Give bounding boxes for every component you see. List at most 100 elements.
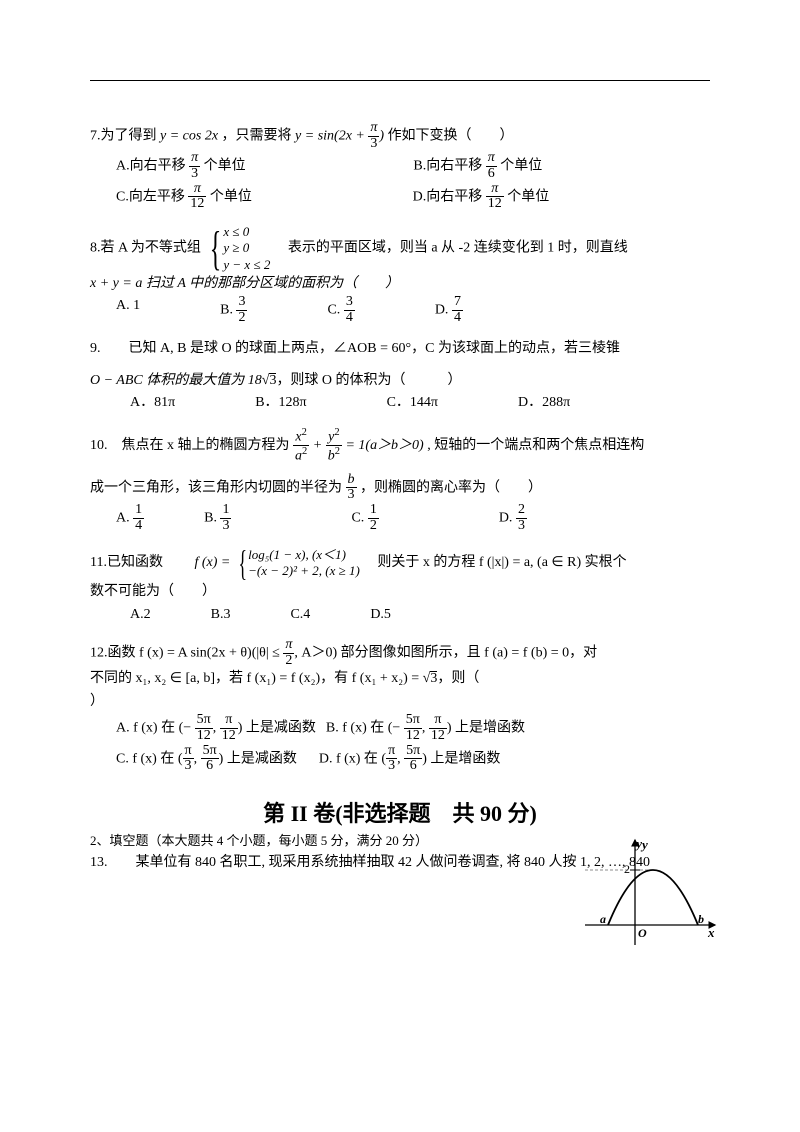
t: 则关于 x 的方程 f (|x|) = a, (a ∈ R) 实根个	[363, 555, 626, 570]
q8-line2: x + y = a x + y = a 扫过 A 中的那部分区域的面积为（ ）扫…	[90, 273, 710, 295]
q8-stem: 8.若 A 为不等式组 { x ≤ 0 y ≥ 0 y − x ≤ 2 表示的平…	[90, 224, 710, 273]
n: 5π	[195, 713, 213, 729]
sqrt: 3	[430, 671, 437, 686]
t: B.	[204, 510, 220, 525]
t: B.向右平移	[413, 159, 485, 174]
q12-D: D. f (x) 在 (π3, 5π6) 上是增函数	[319, 744, 501, 774]
d: 3	[516, 519, 527, 534]
t: , 短轴的一个端点和两个焦点相连构	[427, 438, 644, 453]
q10-D: D. 23	[499, 503, 527, 533]
d: 3	[220, 519, 231, 534]
question-11: 11.已知函数 f (x) = { log₅(1 − x), (x＜1) −(x…	[90, 545, 710, 626]
t: 8.若 A 为不等式组	[90, 241, 204, 256]
text: 作如下变换（ ）	[388, 128, 514, 143]
t: C.	[327, 303, 343, 318]
t: A. f (x) 在 (−	[116, 721, 195, 736]
q8-B: B. 32	[220, 295, 247, 325]
n: 1	[368, 503, 379, 519]
q7-D: D.向右平移 π12 个单位	[413, 182, 690, 212]
q9-D: D．288π	[518, 392, 570, 414]
lbl-x: x	[707, 925, 715, 940]
q9-B: B．128π	[255, 392, 306, 414]
t: A.	[116, 510, 133, 525]
text: ，只需要将	[222, 128, 296, 143]
d: 12	[404, 729, 422, 744]
eq: y = cos 2x	[160, 128, 218, 143]
q8-opts: A. 1 B. 32 C. 34 D. 74	[90, 295, 710, 325]
t: D.	[499, 510, 516, 525]
t: ) 上是增函数	[447, 721, 525, 736]
d: 2	[236, 311, 247, 326]
q7-B: B.向右平移 π6 个单位	[413, 151, 690, 181]
piecewise: { log₅(1 − x), (x＜1) −(x − 2)² + 2, (x ≥…	[234, 545, 360, 581]
q10-opts: A. 14 B. 13 C. 12 D. 23	[90, 503, 710, 533]
q11-B: B.3	[211, 604, 231, 626]
d: 12	[188, 197, 206, 212]
question-7: 7.为了得到 y = cos 2x ，只需要将 y = sin(2x + π3)…	[90, 121, 710, 212]
t: 个单位	[206, 189, 252, 204]
q10-A: A. 14	[116, 503, 144, 533]
question-10: 10. 焦点在 x 轴上的椭圆方程为 x2a2 + y2b2 = 1(a＞b＞0…	[90, 427, 710, 533]
t: 不同的 x₁, x₂ ∈ [a, b]，若 f (x₁) = f (x₂)，有 …	[90, 671, 423, 686]
t: ，则（	[437, 671, 493, 686]
t: 11.已知函数	[90, 555, 191, 570]
eq-pre: y = sin(2x +	[295, 128, 368, 143]
t: 个单位	[497, 159, 543, 174]
q7-C: C.向左平移 π12 个单位	[116, 182, 393, 212]
q12-graph: y y x 2 a b O	[580, 835, 720, 955]
num: π	[368, 121, 379, 137]
r2: y ≥ 0	[223, 240, 270, 256]
q8-C: C. 34	[327, 295, 354, 325]
q12-C: C. f (x) 在 (π3, 5π6) 上是减函数	[116, 744, 297, 774]
n: π	[183, 744, 194, 760]
den: 3	[368, 137, 379, 152]
q11-stem: 11.已知函数 f (x) = { log₅(1 − x), (x＜1) −(x…	[90, 545, 710, 581]
r2: −(x − 2)² + 2, (x ≥ 1)	[248, 563, 360, 579]
t: A.向右平移	[116, 159, 189, 174]
q11-A: A.2	[130, 604, 151, 626]
d: 12	[486, 197, 504, 212]
n: 5π	[404, 744, 422, 760]
q12-B: B. f (x) 在 (− 5π12, π12) 上是增函数	[326, 713, 525, 743]
t: 个单位	[504, 189, 550, 204]
question-8: 8.若 A 为不等式组 { x ≤ 0 y ≥ 0 y − x ≤ 2 表示的平…	[90, 224, 710, 326]
n: π	[429, 713, 447, 729]
lbl-O: O	[638, 926, 647, 940]
fx: f (x) =	[194, 555, 233, 570]
q11-D: D.5	[370, 604, 391, 626]
question-9: 9. 已知 A, B 是球 O 的球面上两点，∠AOB = 60°，C 为该球面…	[90, 338, 710, 415]
section-ii-title: 第 II 卷(非选择题 共 90 分)	[90, 796, 710, 831]
q8-D: D. 74	[435, 295, 463, 325]
q7-opts: A.向右平移 π3 个单位 B.向右平移 π6 个单位 C.向左平移 π12 个…	[90, 151, 710, 212]
t: ) 上是减函数	[219, 751, 297, 766]
t: ,	[397, 751, 404, 766]
d: 4	[344, 311, 355, 326]
t: 表示的平面区域，则当 a 从 -2 连续变化到 1 时，则直线	[274, 241, 628, 256]
d: 12	[195, 729, 213, 744]
d: 2	[283, 654, 294, 669]
t: C.向左平移	[116, 189, 188, 204]
q10-C: C. 12	[351, 503, 378, 533]
q12-line2: 不同的 x₁, x₂ ∈ [a, b]，若 f (x₁) = f (x₂)，有 …	[90, 668, 710, 690]
question-12: 12.函数 f (x) = A sin(2x + θ)(|θ| ≤ π 2, A＞…	[90, 638, 710, 774]
q11-opts: A.2 B.3 C.4 D.5	[90, 604, 710, 626]
n: 1	[133, 503, 144, 519]
q12-line3: ）	[90, 691, 710, 713]
q10-B: B. 13	[204, 503, 231, 533]
t: ,	[213, 721, 220, 736]
text: 7.为了得到	[90, 128, 160, 143]
top-rule	[90, 80, 710, 81]
svg-text:y: y	[640, 837, 648, 852]
t: 12.函数 f (x) = A sin(2x + θ)(|θ| ≤	[90, 645, 283, 660]
t: , A＞0) 部分图像如图所示，且 f (a) = f (b) = 0，对	[294, 645, 597, 660]
d: 6	[486, 167, 497, 182]
t: 10. 焦点在 x 轴上的椭圆方程为	[90, 438, 293, 453]
n: 5π	[201, 744, 219, 760]
n: 1	[220, 503, 231, 519]
t: ,	[422, 721, 429, 736]
q8-A: A. 1	[116, 295, 140, 325]
d: 6	[404, 759, 422, 774]
q7-stem: 7.为了得到 y = cos 2x ，只需要将 y = sin(2x + π3)…	[90, 121, 710, 151]
t: C. f (x) 在 (	[116, 751, 183, 766]
n: 2	[516, 503, 527, 519]
